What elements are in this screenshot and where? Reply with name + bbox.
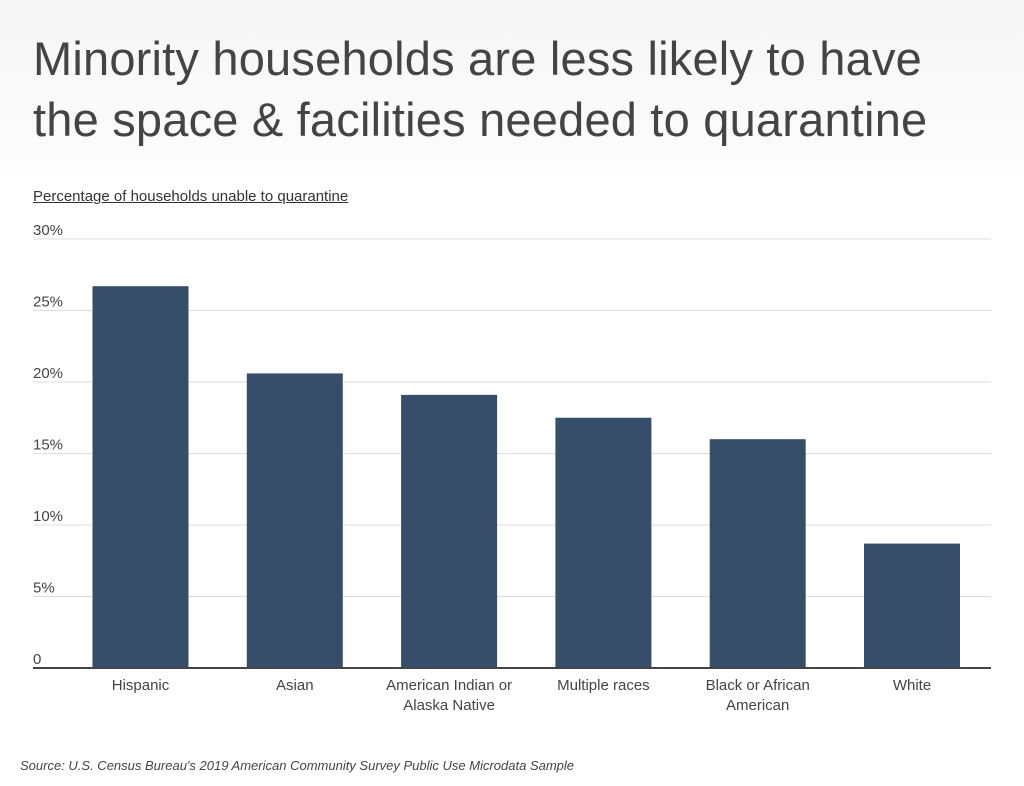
chart-subtitle: Percentage of households unable to quara… (33, 188, 349, 205)
bar-multiple-races (555, 417, 652, 668)
chart-title-line-2: the space & facilities needed to quarant… (33, 93, 928, 146)
bar-american-indian-or (401, 394, 498, 668)
x-tick-label: American (726, 697, 789, 714)
x-tick-label: Alaska Native (403, 697, 495, 714)
chart-title-line-1: Minority households are less likely to h… (33, 32, 922, 85)
x-tick-label: White (893, 677, 931, 694)
y-tick-label: 5% (33, 580, 55, 597)
x-tick-label: Black or African (706, 677, 810, 694)
x-tick-label: American Indian or (386, 677, 512, 694)
y-tick-label: 30% (33, 222, 63, 239)
bar-hispanic (92, 286, 189, 668)
chart-title: Minority households are less likely to h… (33, 28, 1003, 150)
bar-white (864, 543, 960, 668)
x-tick-label: Multiple races (557, 677, 650, 694)
gridlines (33, 238, 991, 597)
y-tick-label: 20% (33, 365, 63, 382)
y-tick-labels: 0 5% 10% 15% 20% 25% 30% (33, 222, 63, 668)
x-tick-label: Asian (276, 677, 314, 694)
y-tick-label: 25% (33, 294, 63, 311)
y-tick-label: 10% (33, 508, 63, 525)
source-note: Source: U.S. Census Bureau's 2019 Americ… (20, 758, 575, 773)
y-tick-label: 15% (33, 437, 63, 454)
bar-asian (246, 373, 343, 668)
x-tick-labels: Hispanic Asian American Indian or Alaska Na… (112, 677, 931, 714)
x-tick-label: Hispanic (112, 677, 170, 694)
bars (92, 286, 960, 668)
bar-black-or-african (709, 439, 806, 668)
y-tick-label: 0 (33, 651, 41, 668)
